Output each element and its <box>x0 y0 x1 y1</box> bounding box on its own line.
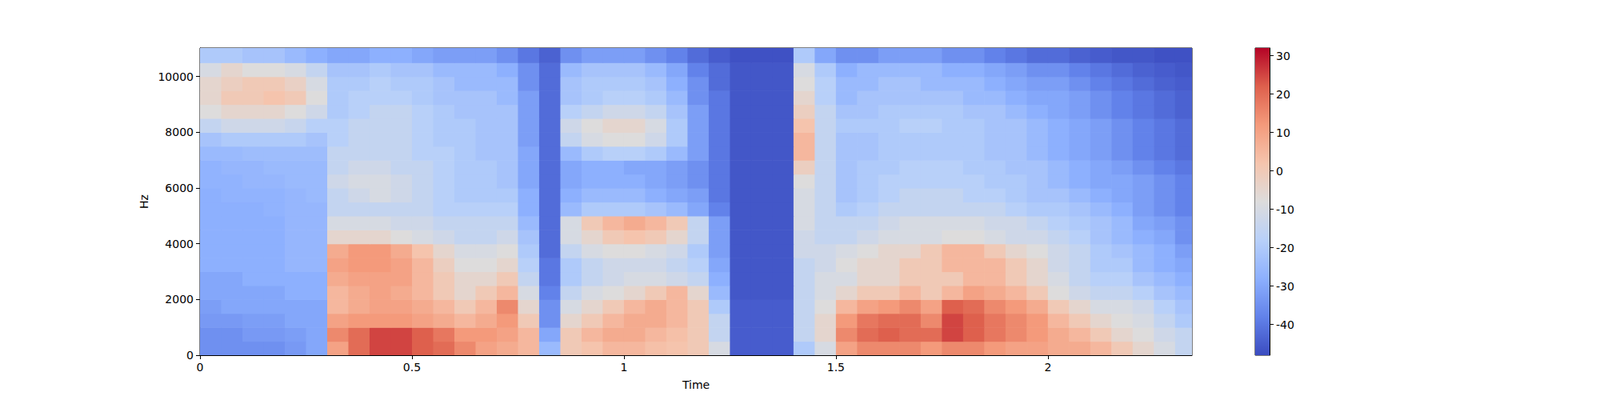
svg-text:8000: 8000 <box>164 125 194 139</box>
svg-text:-20: -20 <box>1276 241 1295 255</box>
svg-text:-30: -30 <box>1276 280 1295 293</box>
svg-text:10000: 10000 <box>157 70 194 84</box>
svg-text:0.5: 0.5 <box>403 360 421 374</box>
svg-text:0: 0 <box>186 348 194 362</box>
svg-text:1.5: 1.5 <box>827 360 845 374</box>
svg-text:20: 20 <box>1276 88 1291 101</box>
svg-text:0: 0 <box>1276 164 1284 178</box>
svg-text:Time: Time <box>681 378 710 392</box>
svg-text:-40: -40 <box>1276 318 1295 332</box>
svg-text:10: 10 <box>1276 126 1291 140</box>
svg-text:0: 0 <box>196 360 204 374</box>
svg-text:1: 1 <box>620 360 628 374</box>
svg-text:-10: -10 <box>1276 203 1295 216</box>
svg-text:2: 2 <box>1044 360 1052 374</box>
svg-text:30: 30 <box>1276 49 1291 63</box>
svg-text:6000: 6000 <box>164 181 194 195</box>
svg-text:4000: 4000 <box>164 237 194 251</box>
svg-text:Hz: Hz <box>137 194 151 209</box>
svg-text:2000: 2000 <box>164 292 194 306</box>
